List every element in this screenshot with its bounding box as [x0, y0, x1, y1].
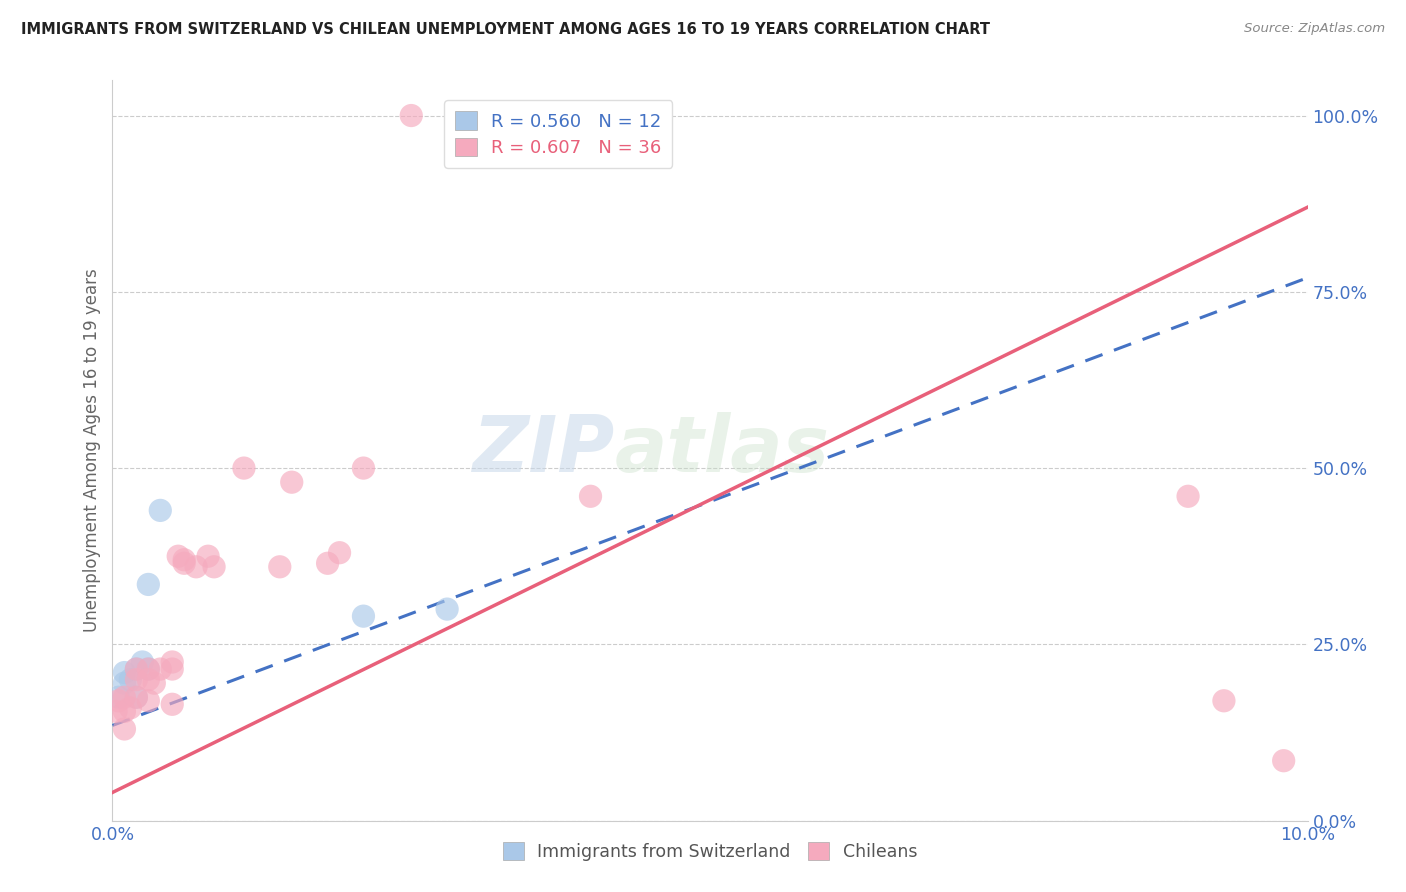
Point — [233, 461, 256, 475]
Point — [125, 690, 148, 705]
Point — [125, 662, 148, 676]
Point — [138, 673, 160, 687]
Point — [125, 662, 148, 676]
Point — [114, 676, 135, 690]
Y-axis label: Unemployment Among Ages 16 to 19 years: Unemployment Among Ages 16 to 19 years — [83, 268, 101, 632]
Text: Source: ZipAtlas.com: Source: ZipAtlas.com — [1244, 22, 1385, 36]
Point — [114, 704, 135, 718]
Point — [125, 690, 148, 705]
Point — [579, 489, 602, 503]
Point — [329, 546, 352, 560]
Point — [138, 577, 160, 591]
Point — [281, 475, 304, 490]
Point — [138, 662, 160, 676]
Point — [531, 109, 554, 123]
Point — [149, 503, 172, 517]
Point — [105, 704, 128, 718]
Point — [125, 673, 148, 687]
Point — [114, 690, 135, 705]
Point — [162, 698, 183, 712]
Point — [138, 662, 160, 676]
Point — [1272, 754, 1295, 768]
Point — [162, 662, 183, 676]
Point — [186, 559, 208, 574]
Point — [114, 722, 135, 736]
Point — [107, 690, 129, 705]
Point — [316, 556, 339, 570]
Point — [202, 559, 225, 574]
Point — [472, 109, 495, 123]
Point — [1213, 694, 1236, 708]
Point — [401, 109, 423, 123]
Point — [138, 694, 160, 708]
Text: ZIP: ZIP — [472, 412, 614, 489]
Point — [173, 553, 195, 567]
Point — [436, 602, 458, 616]
Text: atlas: atlas — [614, 412, 830, 489]
Point — [173, 556, 195, 570]
Point — [353, 609, 375, 624]
Point — [167, 549, 190, 564]
Point — [197, 549, 219, 564]
Point — [269, 559, 291, 574]
Point — [1177, 489, 1199, 503]
Point — [162, 655, 183, 669]
Point — [107, 694, 129, 708]
Point — [120, 701, 142, 715]
Point — [143, 676, 166, 690]
Point — [353, 461, 375, 475]
Point — [149, 662, 172, 676]
Point — [120, 673, 142, 687]
Text: IMMIGRANTS FROM SWITZERLAND VS CHILEAN UNEMPLOYMENT AMONG AGES 16 TO 19 YEARS CO: IMMIGRANTS FROM SWITZERLAND VS CHILEAN U… — [21, 22, 990, 37]
Legend: Immigrants from Switzerland, Chileans: Immigrants from Switzerland, Chileans — [496, 835, 924, 868]
Point — [131, 655, 153, 669]
Point — [114, 665, 135, 680]
